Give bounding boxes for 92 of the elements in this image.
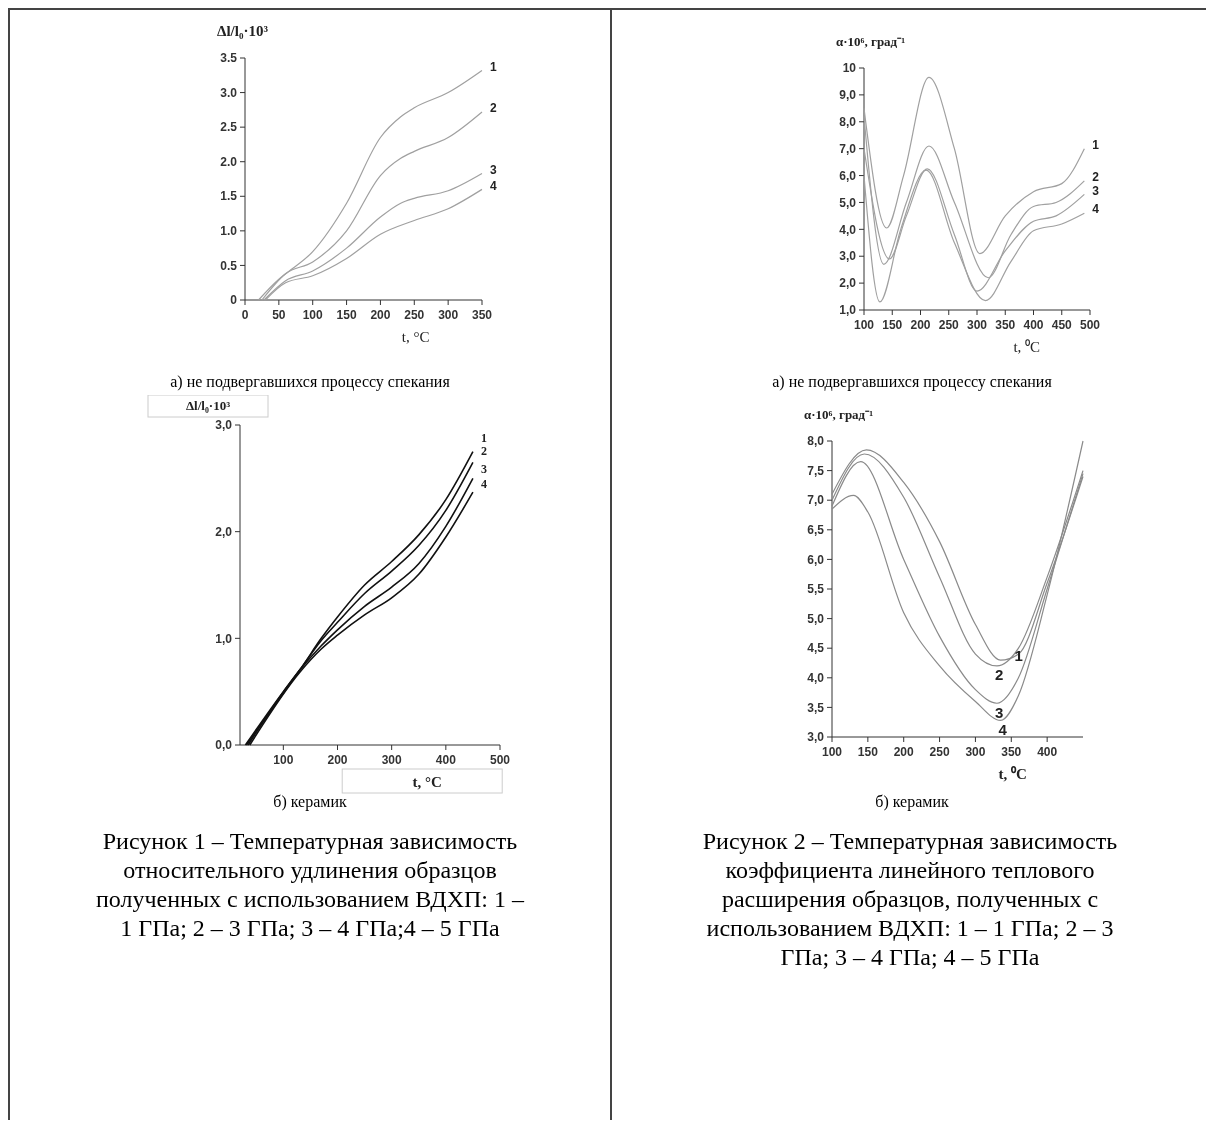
y-tick-label: 1,0 [215, 631, 233, 646]
x-tick-label: 150 [336, 308, 357, 322]
y-tick-label: 6,5 [807, 523, 825, 537]
y-tick-label: 2,0 [215, 524, 233, 539]
y-tick-label: 1,0 [839, 303, 857, 318]
y-tick-label: 4,0 [807, 671, 825, 685]
text: Рисунок 2 – Температурная зависимость коэффициента линейного теплового расширения образцов, полученных с использованием ВДХП: 1 – 1 ГПа; 2 – 3 ГПа; 3 – 4 ГПа; 4 – 5 ГПа [701, 827, 1119, 972]
series-label: 3 [490, 162, 497, 177]
y-tick-label: 6,0 [839, 168, 857, 183]
series-label: 4 [480, 477, 487, 492]
x-tick-label: 300 [966, 318, 988, 332]
y-tick-label: 5,0 [807, 611, 825, 626]
y-tick-label: 10 [842, 61, 857, 76]
x-tick-label: 50 [272, 308, 286, 322]
y-tick-label: 2.5 [220, 120, 238, 135]
x-tick-label: 450 [1051, 318, 1073, 332]
x-tick-label: 300 [965, 745, 986, 759]
y-tick-label: 3.0 [220, 85, 238, 100]
y-axis-title: α·10⁶, град⁻¹ [836, 34, 906, 49]
x-tick-label: 300 [381, 753, 402, 767]
x-tick-label: 0 [241, 308, 249, 322]
series-label: 2 [480, 443, 487, 458]
x-tick-label: 500 [489, 753, 511, 767]
series-label: 2 [1092, 170, 1100, 185]
y-tick-label: 6,0 [807, 552, 825, 567]
y-tick-label: 0 [230, 293, 238, 308]
y-axis-title: Δl/l₀·10³ [185, 398, 231, 413]
y-tick-label: 3.5 [220, 51, 238, 66]
series-label: 3 [994, 703, 1004, 721]
y-axis-title: α·10⁶, град⁻¹ [804, 407, 874, 422]
series-label: 4 [490, 178, 497, 193]
x-axis-title: t, ⁰C [1013, 339, 1041, 355]
series-label: 3 [1092, 183, 1100, 198]
x-axis-title: t, ⁰C [998, 765, 1027, 782]
y-tick-label: 3,5 [807, 700, 825, 715]
x-axis-title: t, °C [412, 774, 442, 790]
y-tick-label: 3,0 [215, 418, 233, 433]
y-tick-label: 7,5 [807, 463, 825, 478]
x-tick-label: 250 [404, 308, 425, 322]
y-tick-label: 0,0 [215, 738, 233, 753]
x-tick-label: 350 [471, 308, 493, 322]
y-tick-label: 7,0 [807, 493, 825, 508]
x-tick-label: 500 [1079, 318, 1101, 332]
x-tick-label: 100 [273, 753, 294, 767]
series-label: 3 [480, 461, 487, 476]
series-label: 2 [490, 101, 497, 116]
y-tick-label: 1.5 [220, 189, 238, 204]
x-tick-label: 200 [893, 745, 915, 759]
x-axis-title: t, °C [401, 329, 430, 345]
x-tick-label: 400 [1037, 745, 1058, 759]
y-tick-label: 8,0 [839, 114, 857, 129]
text: а) не подвергавшихся процессу спекания [170, 373, 451, 391]
y-tick-label: 5,5 [807, 582, 825, 597]
x-tick-label: 150 [857, 745, 879, 759]
y-tick-label: 7,0 [839, 141, 857, 156]
x-tick-label: 250 [929, 745, 950, 759]
text: б) керамик [875, 793, 949, 811]
x-tick-label: 100 [853, 318, 875, 332]
y-tick-label: 8,0 [807, 434, 825, 449]
series-label: 1 [1014, 647, 1023, 665]
series-label: 4 [998, 720, 1008, 738]
y-tick-label: 3,0 [807, 730, 825, 745]
series-label: 1 [1092, 137, 1100, 152]
x-tick-label: 200 [370, 308, 391, 322]
x-tick-label: 250 [938, 318, 960, 332]
x-tick-label: 350 [1001, 745, 1022, 759]
x-tick-label: 400 [435, 753, 457, 767]
x-tick-label: 200 [910, 318, 931, 332]
series-label: 4 [1092, 202, 1100, 217]
y-tick-label: 2.0 [220, 154, 238, 169]
y-axis-title: Δl/l₀·10³ [217, 23, 269, 39]
y-tick-label: 2,0 [839, 276, 857, 291]
series-label: 2 [994, 666, 1004, 684]
y-tick-label: 4,5 [807, 641, 825, 656]
text: Рисунок 1 – Температурная зависимость относительного удлинения образцов полученных с использованием ВДХП: 1 – 1 ГПа; 2 – 3 ГПа; 3 – 4 ГПа;4 – 5 ГПа [95, 827, 526, 943]
series-label: 1 [490, 59, 497, 74]
text: б) керамик [273, 793, 347, 811]
x-tick-label: 100 [821, 745, 843, 759]
series-label: 1 [480, 430, 487, 445]
y-tick-label: 5,0 [839, 195, 857, 210]
x-tick-label: 350 [995, 318, 1016, 332]
x-tick-label: 150 [882, 318, 903, 332]
x-tick-label: 400 [1023, 318, 1044, 332]
y-tick-label: 4,0 [839, 222, 857, 237]
x-tick-label: 200 [327, 753, 348, 767]
text: а) не подвергавшихся процессу спекания [772, 373, 1053, 391]
y-tick-label: 0.5 [220, 258, 238, 273]
y-tick-label: 9,0 [839, 88, 857, 103]
y-tick-label: 3,0 [839, 249, 857, 264]
x-tick-label: 100 [302, 308, 324, 322]
x-tick-label: 300 [438, 308, 459, 322]
y-tick-label: 1.0 [220, 224, 238, 239]
